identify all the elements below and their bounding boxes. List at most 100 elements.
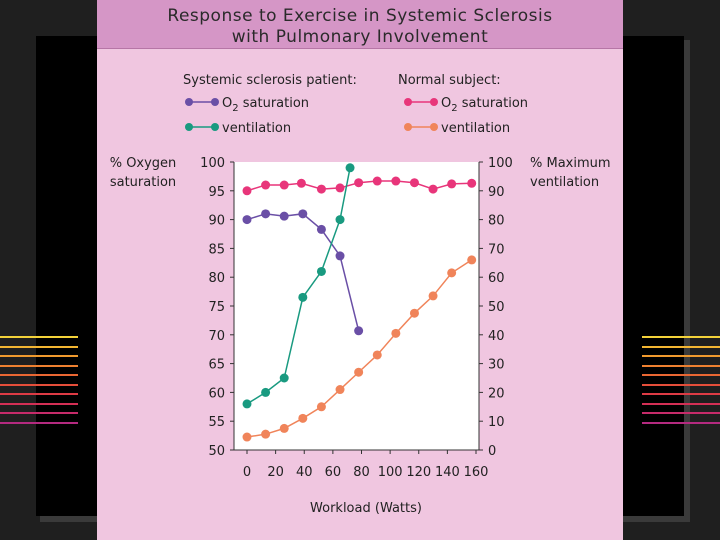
backplate-shadow	[684, 40, 690, 520]
legend-marker	[185, 123, 193, 131]
y-left-tick-label: 90	[208, 214, 225, 229]
x-tick-label: 40	[296, 465, 313, 480]
data-point	[296, 178, 306, 188]
data-point	[298, 292, 308, 302]
legend-normal-header: Normal subject:	[398, 73, 501, 88]
decorative-stripe	[0, 412, 78, 414]
x-tick-label: 60	[325, 465, 342, 480]
decorative-stripe	[0, 393, 78, 395]
legend-marker	[430, 98, 438, 106]
decorative-stripes-right	[642, 336, 720, 462]
decorative-stripe	[642, 421, 720, 424]
data-point	[261, 180, 271, 190]
data-point	[447, 179, 457, 189]
y-left-axis-title: % Oxygen	[110, 156, 177, 171]
decorative-stripe	[0, 364, 78, 367]
decorative-stripe	[642, 412, 720, 414]
o2-subscript: 2	[451, 103, 457, 114]
legend-marker	[430, 123, 438, 131]
x-tick-label: 80	[353, 465, 370, 480]
y-right-tick-label: 90	[488, 185, 505, 200]
y-right-tick-label: 70	[488, 242, 505, 257]
x-tick-label: 140	[435, 465, 460, 480]
y-left-tick-label: 75	[208, 300, 225, 315]
y-right-tick-label: 80	[488, 214, 505, 229]
y-left-axis-title: saturation	[110, 175, 176, 190]
data-point	[242, 399, 252, 409]
data-point	[372, 176, 382, 186]
x-tick-label: 100	[378, 465, 403, 480]
data-point	[447, 268, 457, 278]
decorative-stripe	[642, 402, 720, 405]
legend-item-patient-ventilation: ventilation	[185, 121, 291, 136]
data-point	[354, 326, 364, 336]
o2-suffix: saturation	[239, 96, 309, 111]
data-point	[279, 211, 289, 221]
data-point	[391, 328, 401, 338]
y-left-tick-label: 55	[208, 415, 225, 430]
x-tick-label: 120	[406, 465, 431, 480]
decorative-stripe	[0, 374, 78, 376]
data-point	[345, 163, 355, 173]
o2-subscript: 2	[232, 103, 238, 114]
series-3	[242, 255, 477, 442]
series-layer	[242, 163, 477, 442]
y-right-tick-label: 20	[488, 386, 505, 401]
data-point	[335, 215, 345, 225]
data-point	[335, 251, 345, 261]
legend-marker	[211, 123, 219, 131]
data-point	[298, 209, 308, 219]
x-axis-title: Workload (Watts)	[310, 501, 422, 516]
data-point	[316, 184, 326, 194]
data-point	[409, 308, 419, 318]
y-left-tick-label: 65	[208, 358, 225, 373]
legend-item-normal-ventilation: ventilation	[404, 121, 510, 136]
decorative-stripes-left	[0, 336, 78, 462]
x-tick-label: 20	[267, 465, 284, 480]
data-point	[316, 402, 326, 412]
data-point	[261, 429, 271, 439]
legend-item-normal-o2: O2 saturation	[404, 96, 528, 114]
data-point	[242, 432, 252, 442]
chart-slide: Response to Exercise in Systemic Scleros…	[97, 0, 623, 540]
y-right-tick-label: 60	[488, 271, 505, 286]
data-point	[335, 385, 345, 395]
y-right-axis-title: % Maximum	[530, 156, 611, 171]
legend-item-patient-o2: O2 saturation	[185, 96, 309, 114]
data-point	[354, 367, 364, 377]
decorative-stripe	[642, 355, 720, 357]
data-point	[409, 178, 419, 188]
y-left-tick-label: 60	[208, 386, 225, 401]
decorative-stripe	[0, 421, 78, 424]
series-1	[242, 209, 364, 336]
legend-marker	[211, 98, 219, 106]
y-right-axis-title: ventilation	[530, 175, 599, 190]
legend-label: ventilation	[441, 121, 510, 136]
y-left-tick-label: 100	[200, 156, 225, 171]
decorative-stripe	[0, 402, 78, 405]
data-point	[261, 209, 271, 219]
decorative-stripe	[642, 336, 720, 338]
decorative-stripe	[0, 345, 78, 348]
legend-patient-header: Systemic sclerosis patient:	[183, 73, 357, 88]
decorative-stripe	[0, 383, 78, 386]
y-left-tick-label: 80	[208, 271, 225, 286]
decorative-stripe	[642, 383, 720, 386]
data-point	[279, 423, 289, 433]
y-right-tick-label: 0	[488, 444, 496, 459]
data-point	[316, 224, 326, 234]
decorative-stripe	[0, 355, 78, 357]
decorative-stripe	[642, 345, 720, 348]
o2-suffix: saturation	[458, 96, 528, 111]
y-right-tick-label: 10	[488, 415, 505, 430]
data-point	[467, 178, 477, 188]
data-point	[279, 373, 289, 383]
y-left-tick-label: 95	[208, 185, 225, 200]
series-2	[242, 163, 355, 409]
plot-area	[234, 162, 479, 450]
y-left-tick-label: 85	[208, 242, 225, 257]
series-0	[242, 176, 477, 196]
y-right-tick-label: 100	[488, 156, 513, 171]
data-point	[242, 186, 252, 196]
legend-marker	[404, 98, 412, 106]
